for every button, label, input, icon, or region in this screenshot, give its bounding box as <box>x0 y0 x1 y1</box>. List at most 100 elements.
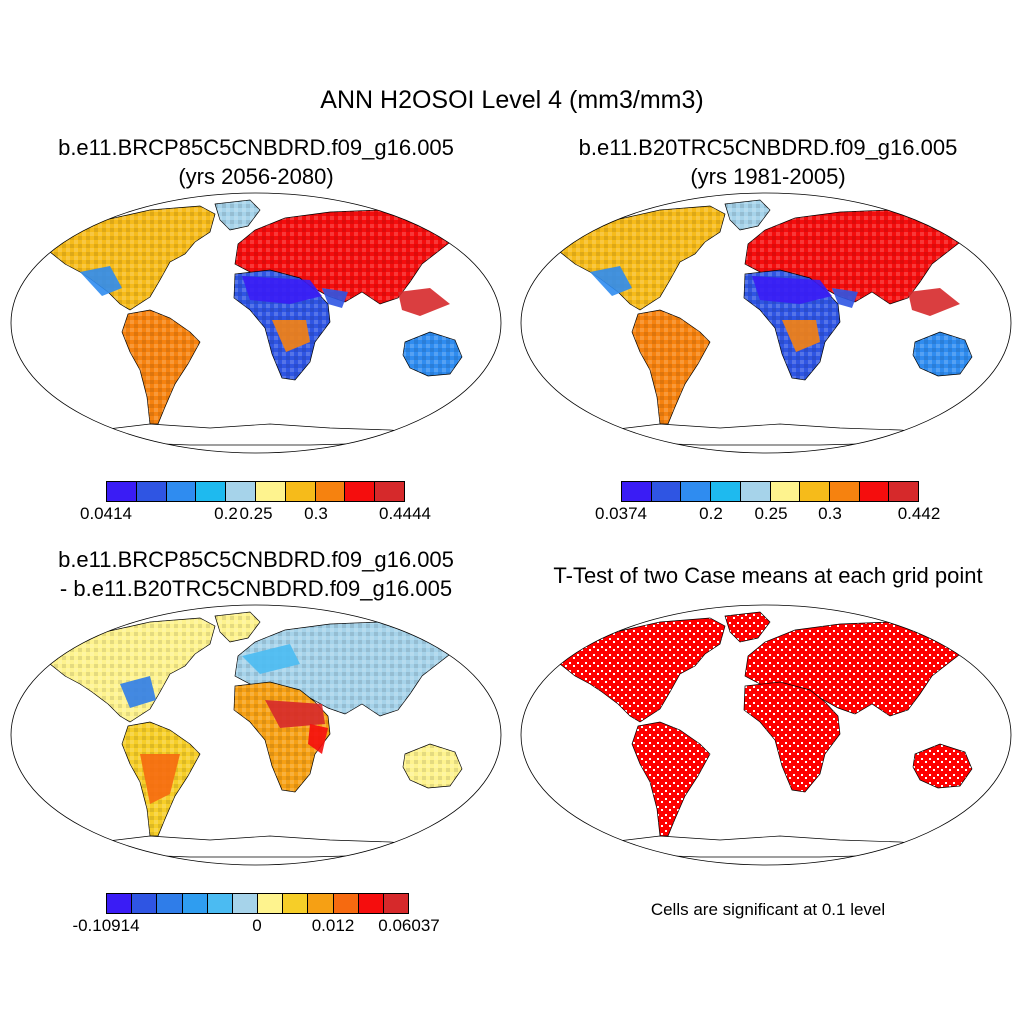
arabia-region <box>832 288 858 308</box>
panel1-map <box>10 192 502 454</box>
panel2-map <box>520 192 1012 454</box>
land-texture <box>215 200 260 230</box>
panel2-title-line1: b.e11.B20TRC5CNBDRD.f09_g16.005 <box>578 135 958 160</box>
us-west-region <box>80 266 122 296</box>
colorbar-label: 0.3 <box>818 504 842 523</box>
colorbar-label: 0.2 <box>214 504 238 523</box>
arabia-region <box>322 288 348 308</box>
significance-note: Cells are significant at 0.1 level <box>650 900 886 919</box>
panel3-colorbar: -0.10914 0 0.012 0.06037 <box>72 893 440 936</box>
central-africa-region <box>272 320 310 352</box>
land-antarctica <box>609 423 941 446</box>
colorbar-boxes <box>106 481 405 502</box>
south-america-region <box>140 754 180 804</box>
land-texture <box>913 332 972 376</box>
colorbar-boxes <box>106 893 409 914</box>
land-antarctica <box>99 423 431 446</box>
panel1-title-line2: (yrs 2056-2080) <box>178 164 334 189</box>
colorbar-box <box>226 482 256 501</box>
colorbar-box <box>651 482 682 501</box>
colorbar-label: 0.25 <box>239 504 273 523</box>
colorbar-label: 0.06037 <box>378 916 440 935</box>
map-boundary <box>520 604 1012 866</box>
colorbar-box <box>255 482 286 501</box>
panel1-colorbar: 0.0414 0.2 0.25 0.3 0.4444 <box>80 481 431 524</box>
land-north-america <box>559 617 726 723</box>
panel3-title-line1: b.e11.BRCP85C5CNBDRD.f09_g16.005 <box>58 547 454 572</box>
colorbar-box <box>333 894 359 913</box>
colorbar-box <box>308 894 334 913</box>
colorbar-labels: -0.10914 0 0.012 0.06037 <box>72 914 439 936</box>
land-texture <box>725 200 770 230</box>
panel1-title-line1: b.e11.BRCP85C5CNBDRD.f09_g16.005 <box>58 135 454 160</box>
colorbar-box <box>232 894 259 913</box>
map-boundary <box>10 192 502 454</box>
sahel-region <box>265 700 325 728</box>
colorbar-box <box>859 482 890 501</box>
colorbar-box <box>136 482 167 501</box>
central-africa-region <box>782 320 820 352</box>
map-boundary <box>520 192 1012 454</box>
land-greenland <box>724 611 771 643</box>
colorbar-box <box>711 482 741 501</box>
colorbar-box <box>315 482 346 501</box>
figure-title: ANN H2OSOI Level 4 (mm3/mm3) <box>320 86 704 114</box>
colorbar-box <box>107 894 133 913</box>
colorbar-box <box>258 894 284 913</box>
colorbar-box <box>196 482 227 501</box>
colorbar-label: 0.4444 <box>379 504 431 523</box>
colorbar-boxes <box>621 481 919 502</box>
colorbar-labels: 0.0414 0.2 0.25 0.3 0.4444 <box>80 502 431 524</box>
colorbar-box <box>740 482 771 501</box>
colorbar-box <box>345 482 376 501</box>
colorbar-label: 0.442 <box>897 504 941 523</box>
land-africa <box>743 681 841 793</box>
colorbar-label: 0 <box>252 916 262 935</box>
land-antarctica <box>99 835 431 858</box>
colorbar-label: 0.0414 <box>80 504 132 523</box>
colorbar-label: -0.10914 <box>72 916 140 935</box>
land-texture <box>632 310 710 424</box>
colorbar-label: 0.2 <box>699 504 723 523</box>
panel4-map <box>520 604 1012 866</box>
colorbar-box <box>157 894 183 913</box>
land-texture <box>50 206 215 310</box>
land-antarctica <box>609 835 941 858</box>
colorbar-box <box>283 894 309 913</box>
land-texture <box>122 310 200 424</box>
land-texture <box>560 206 725 310</box>
southeast-asia-region <box>908 288 960 316</box>
panel4-title: T-Test of two Case means at each grid po… <box>512 561 1024 590</box>
colorbar-label: 0.0374 <box>595 504 647 523</box>
panel3-title: b.e11.BRCP85C5CNBDRD.f09_g16.005 - b.e11… <box>0 545 512 603</box>
colorbar-box <box>182 894 208 913</box>
colorbar-label: 0.012 <box>311 916 355 935</box>
sahara-region <box>752 276 832 304</box>
land-south-america <box>631 721 711 837</box>
panel3-title-line2: - b.e11.B20TRC5CNBDRD.f09_g16.005 <box>59 576 453 601</box>
colorbar-box <box>681 482 712 501</box>
land-australia <box>912 743 973 789</box>
east-africa-region <box>308 724 328 754</box>
colorbar-box <box>383 894 409 913</box>
colorbar-box <box>132 894 158 913</box>
panel1-title: b.e11.BRCP85C5CNBDRD.f09_g16.005 (yrs 20… <box>0 133 512 191</box>
southeast-asia-region <box>398 288 450 316</box>
land-texture <box>403 332 462 376</box>
colorbar-label: 0.25 <box>754 504 788 523</box>
colorbar-box <box>770 482 801 501</box>
colorbar-box <box>375 482 404 501</box>
panel2-title: b.e11.B20TRC5CNBDRD.f09_g16.005 (yrs 198… <box>512 133 1024 191</box>
colorbar-labels: 0.0374 0.2 0.25 0.3 0.442 <box>595 502 940 524</box>
sahara-region <box>242 276 322 304</box>
colorbar-box <box>889 482 919 501</box>
panel3-map <box>10 604 502 866</box>
europe-region <box>242 644 300 674</box>
panel4-title-line1: T-Test of two Case means at each grid po… <box>553 563 983 588</box>
land-texture <box>50 618 215 722</box>
us-east-region <box>120 676 156 708</box>
colorbar-label: 0.3 <box>304 504 328 523</box>
colorbar-box <box>166 482 197 501</box>
us-west-region <box>590 266 632 296</box>
colorbar-box <box>622 482 652 501</box>
